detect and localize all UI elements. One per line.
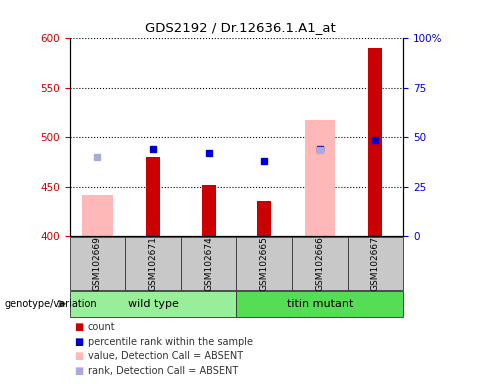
Bar [125, 237, 181, 290]
Text: ■: ■ [74, 366, 84, 376]
Text: wild type: wild type [128, 299, 179, 309]
Bar [348, 237, 403, 290]
Bar [257, 200, 271, 236]
Bar [202, 185, 216, 236]
Text: ■: ■ [74, 351, 84, 361]
Text: rank, Detection Call = ABSENT: rank, Detection Call = ABSENT [88, 366, 238, 376]
Text: genotype/variation: genotype/variation [5, 299, 97, 309]
Text: GSM102674: GSM102674 [204, 236, 213, 291]
Text: percentile rank within the sample: percentile rank within the sample [88, 337, 253, 347]
Bar [181, 237, 236, 290]
Text: GSM102669: GSM102669 [93, 236, 102, 291]
Text: ■: ■ [74, 337, 84, 347]
Text: value, Detection Call = ABSENT: value, Detection Call = ABSENT [88, 351, 243, 361]
Text: GSM102667: GSM102667 [371, 236, 380, 291]
Bar [146, 157, 160, 236]
Text: ■: ■ [74, 322, 84, 332]
Text: GSM102666: GSM102666 [315, 236, 324, 291]
Text: titin mutant: titin mutant [287, 299, 353, 309]
Text: GSM102665: GSM102665 [260, 236, 269, 291]
Text: GSM102671: GSM102671 [148, 236, 157, 291]
Bar [369, 48, 383, 236]
Bar [236, 237, 292, 290]
Bar [70, 291, 236, 317]
Bar [70, 237, 125, 290]
Bar [304, 121, 335, 236]
Bar [236, 291, 403, 317]
Bar [82, 195, 113, 236]
Bar [292, 237, 348, 290]
Text: GDS2192 / Dr.12636.1.A1_at: GDS2192 / Dr.12636.1.A1_at [144, 21, 336, 34]
Text: count: count [88, 322, 116, 332]
